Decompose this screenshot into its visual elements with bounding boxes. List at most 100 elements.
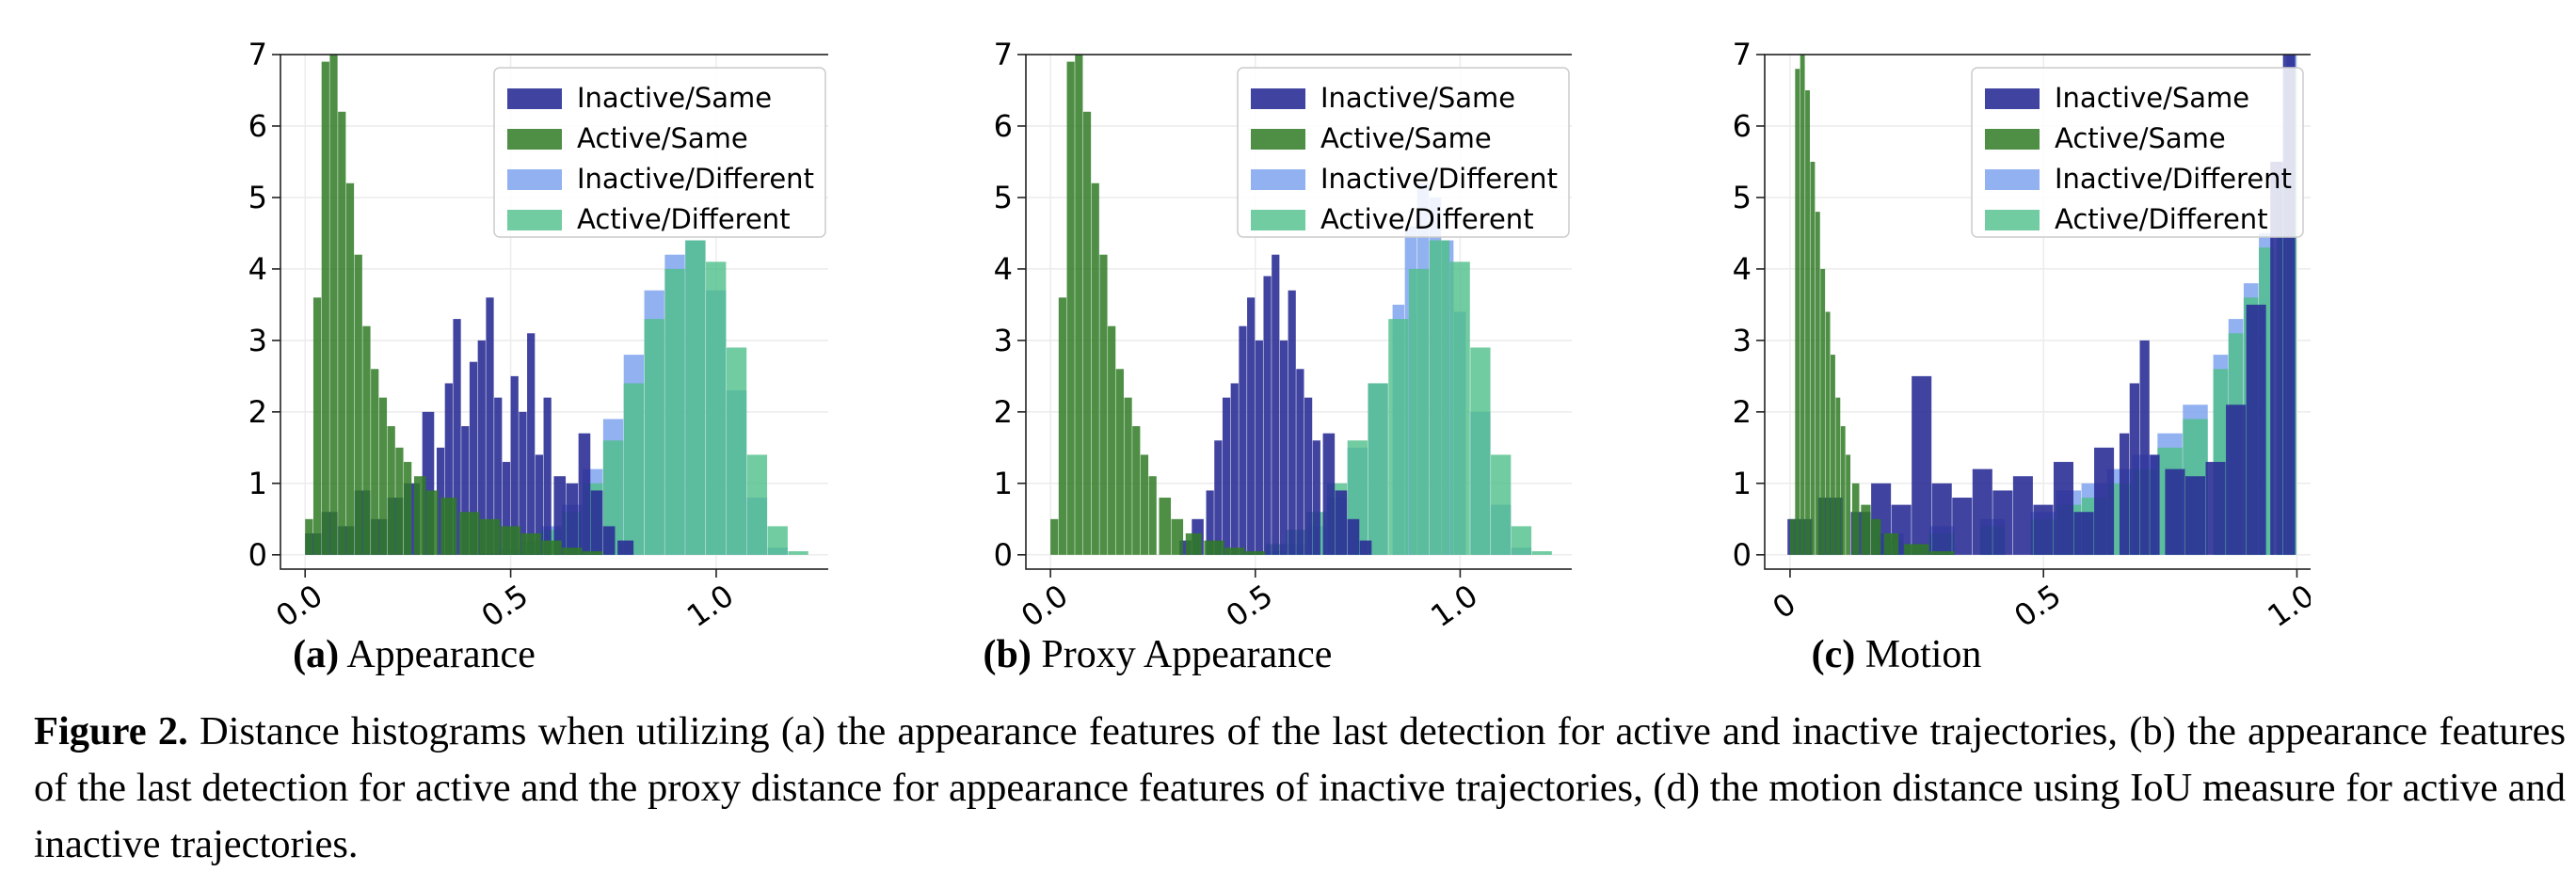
histogram-bar — [2184, 476, 2206, 555]
histogram-bar — [2073, 512, 2094, 555]
histogram-bar — [706, 262, 727, 555]
legend-swatch — [507, 88, 562, 109]
histogram-bar — [562, 547, 583, 555]
histogram-bar — [1171, 518, 1184, 555]
x-tick-label: 0.0 — [1015, 578, 1074, 634]
histogram-bar — [1883, 533, 1899, 555]
legend-swatch — [1251, 129, 1305, 150]
legend-label: Active/Different — [577, 203, 791, 235]
series-active-same — [1050, 55, 1266, 555]
histogram-bar — [602, 526, 616, 555]
histogram-bar — [1800, 55, 1805, 555]
histogram-bar — [312, 297, 322, 555]
histogram-bar — [1820, 268, 1826, 555]
y-tick-label: 0 — [248, 537, 267, 573]
histogram-bar — [387, 426, 395, 555]
x-tick-label: 0.5 — [2008, 578, 2067, 634]
legend-swatch — [1251, 88, 1305, 109]
histogram-bar — [1058, 297, 1067, 555]
histogram-bar — [2053, 462, 2074, 555]
y-tick-label: 0 — [994, 537, 1013, 573]
histogram-bar — [494, 397, 503, 555]
legend-swatch — [1985, 88, 2040, 109]
histogram-bar — [1296, 369, 1304, 555]
y-tick-label: 4 — [994, 251, 1013, 287]
histogram-bar — [788, 551, 808, 555]
histogram-bar — [1066, 61, 1075, 555]
histogram-bar — [2205, 462, 2226, 555]
histogram-bar — [329, 55, 338, 555]
legend-swatch — [507, 169, 562, 190]
legend-swatch — [1251, 210, 1305, 230]
legend-label: Active/Same — [2055, 122, 2226, 154]
y-axis: 0 1 2 3 4 5 6 7 — [1733, 37, 1765, 573]
histogram-bar — [458, 512, 480, 555]
legend-label: Inactive/Different — [577, 163, 814, 195]
legend-label: Active/Different — [1320, 203, 1534, 235]
histogram-bar — [1871, 518, 1881, 555]
histogram-bar — [746, 454, 768, 555]
x-axis: 0.0 0.5 1.0 — [269, 569, 740, 634]
histogram-bar — [623, 383, 645, 555]
histogram-bar — [1840, 426, 1846, 555]
histogram-bar — [1206, 490, 1214, 555]
histogram-bar — [1214, 440, 1223, 555]
histogram-bar — [1368, 383, 1388, 555]
histogram-bar — [2129, 383, 2140, 555]
y-tick-label: 7 — [994, 37, 1013, 72]
legend-swatch — [507, 129, 562, 150]
histogram-bar — [2119, 433, 2130, 555]
x-tick-label: 0 — [1766, 586, 1801, 626]
histogram-bar — [321, 61, 329, 555]
y-tick-label: 2 — [994, 394, 1013, 430]
y-tick-label: 1 — [1733, 466, 1752, 501]
histogram-bar — [404, 462, 412, 555]
histogram-bar — [1409, 268, 1430, 555]
histogram-bar — [1082, 111, 1092, 555]
figure-caption-label: Figure 2. — [34, 709, 188, 753]
histogram-bar — [1815, 212, 1820, 555]
histogram-bar — [1347, 518, 1360, 555]
histogram-bar — [602, 440, 624, 555]
histogram-bar — [1140, 454, 1149, 555]
histogram-bar — [1304, 397, 1313, 555]
histogram-bar — [1359, 540, 1372, 555]
y-axis: 0 1 2 3 4 5 6 7 — [248, 37, 280, 573]
legend: Inactive/Same Active/Same Inactive/Differe… — [1971, 67, 2304, 238]
histogram-bar — [1159, 498, 1172, 555]
histogram-bar — [2012, 476, 2033, 555]
y-tick-label: 1 — [248, 466, 267, 501]
x-tick-label: 1.0 — [680, 578, 740, 634]
legend-swatch — [1251, 169, 1305, 190]
histogram-bar — [1835, 397, 1841, 555]
subfigure-caption: (b) Proxy Appearance — [744, 632, 1572, 677]
legend-label: Inactive/Different — [2055, 163, 2292, 195]
histogram-bar — [1429, 240, 1450, 555]
histogram-bar — [469, 361, 478, 555]
histogram-bar — [1288, 290, 1296, 555]
subfigure-label: (c) — [1811, 633, 1856, 676]
histogram-bar — [527, 333, 536, 555]
histogram-bar — [1108, 325, 1116, 555]
chart-panel-proxy-appearance: 0 1 2 3 4 5 6 7 0.0 0.5 1.0 Inactive/Same Active/Sam… — [744, 0, 1572, 687]
histogram-bar — [305, 518, 313, 555]
histogram-bar — [644, 319, 664, 555]
histogram-bar — [440, 498, 457, 555]
x-tick-label: 1.0 — [1424, 578, 1483, 634]
y-tick-label: 3 — [248, 323, 267, 358]
histogram-bar — [1124, 397, 1132, 555]
series-active-same — [1789, 55, 1955, 555]
histogram-bar — [1091, 182, 1099, 555]
x-tick-label: 1.0 — [2261, 578, 2311, 634]
histogram-bar — [1931, 483, 1952, 555]
y-tick-label: 4 — [248, 251, 267, 287]
histogram-bar — [1322, 433, 1336, 555]
y-tick-label: 7 — [248, 37, 267, 72]
histogram-bar — [453, 319, 461, 555]
histogram-bar — [2165, 468, 2185, 555]
histogram-bars — [305, 55, 808, 555]
histogram-bar — [502, 462, 511, 555]
histogram-bar — [1263, 276, 1272, 555]
histogram-bar — [583, 551, 603, 555]
